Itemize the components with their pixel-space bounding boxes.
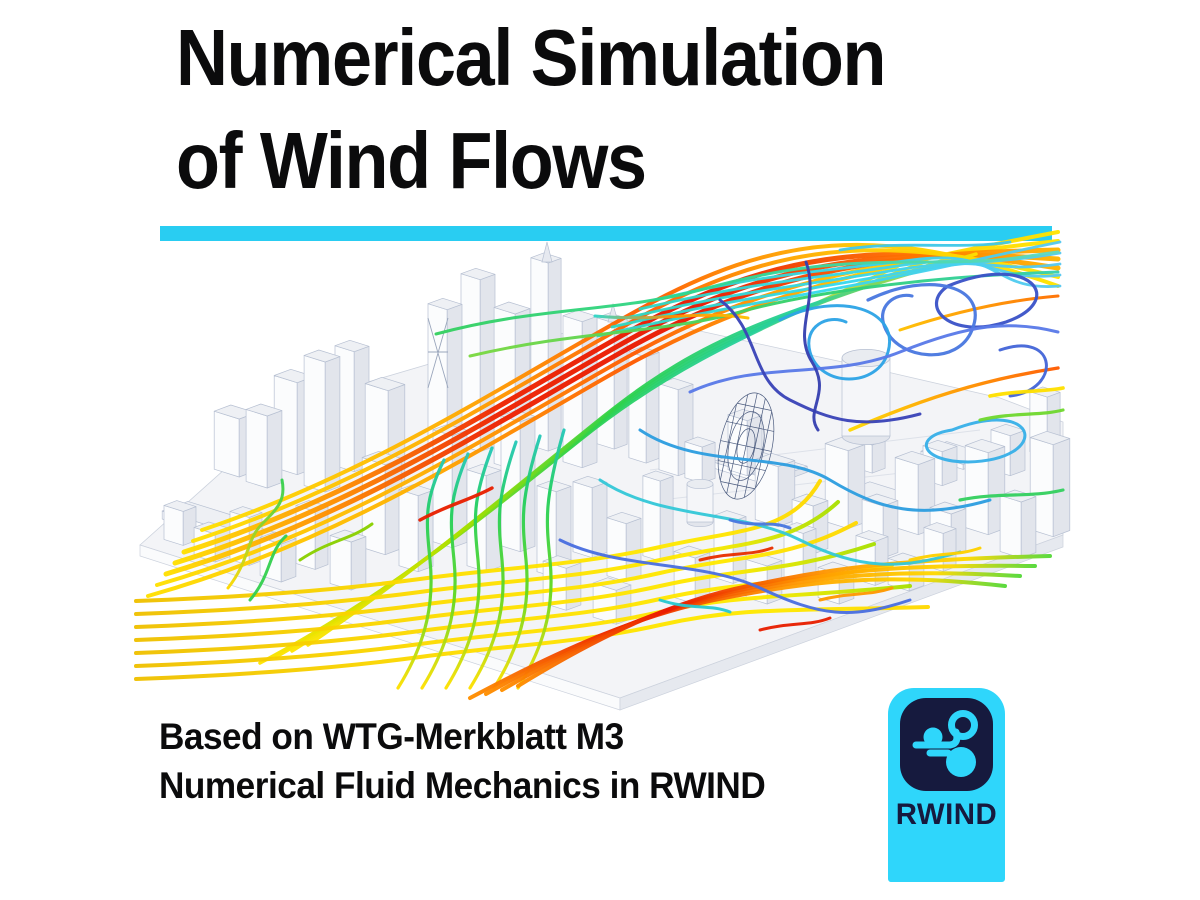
wind-gusts-icon [912, 710, 978, 777]
footer-line-2: Numerical Fluid Mechanics in RWIND [159, 765, 766, 806]
title-line-1: Numerical Simulation [176, 13, 887, 102]
title-underline [160, 226, 1052, 241]
title-line-2: of Wind Flows [176, 116, 647, 205]
rwind-logo: RWIND [888, 688, 1005, 882]
footer-text: Based on WTG-Merkblatt M3 Numerical Flui… [159, 712, 766, 810]
rwind-logo-label: RWIND [895, 798, 998, 831]
rwind-logo-panel [900, 698, 993, 791]
wind-flow-visualization [134, 230, 1071, 711]
page-title: Numerical Simulation of Wind Flows [176, 6, 887, 212]
footer-line-1: Based on WTG-Merkblatt M3 [159, 716, 624, 757]
